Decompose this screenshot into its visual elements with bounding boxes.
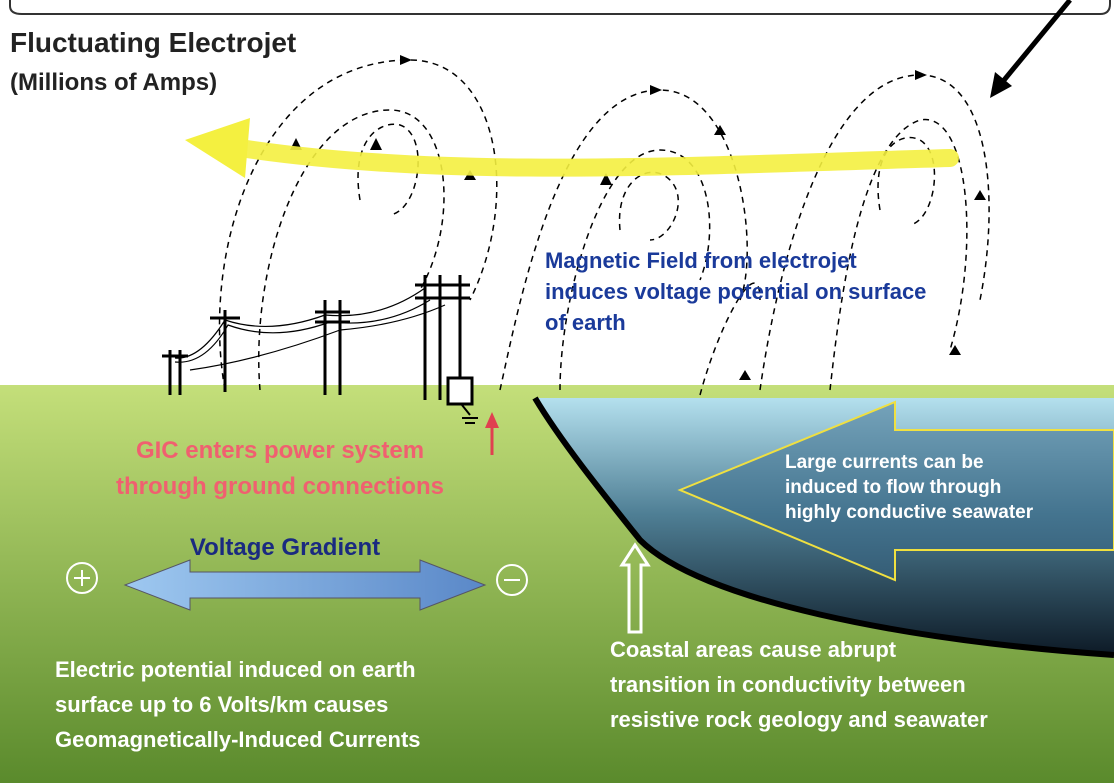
gic-label-line: GIC enters power system xyxy=(136,437,424,464)
coastal-label-line: Coastal areas cause abrupt xyxy=(610,637,897,662)
plus-sign xyxy=(66,562,98,594)
coastal-label-line: transition in conductivity between xyxy=(610,672,966,697)
sea-label-line: induced to flow through xyxy=(785,477,1001,498)
sea-label-line: Large currents can be xyxy=(785,452,984,473)
title-line: (Millions of Amps) xyxy=(10,69,217,96)
plus-sign-bar xyxy=(74,570,90,586)
field-label-line: induces voltage potential on surface xyxy=(545,279,926,304)
coastal-arrow xyxy=(619,542,651,634)
coastline xyxy=(532,396,1114,658)
transformer xyxy=(446,376,474,406)
pointer-arrow xyxy=(998,0,1072,87)
field-loops xyxy=(218,59,990,396)
power-wires xyxy=(174,287,446,371)
minus-sign xyxy=(496,564,528,596)
potential-label-line: surface up to 6 Volts/km causes xyxy=(55,692,388,717)
gic-label-line: through ground connections xyxy=(116,473,444,500)
field-arrowheads xyxy=(290,55,986,380)
gradient-label: Voltage Gradient xyxy=(190,534,380,561)
ground-symbol xyxy=(461,404,478,424)
gic-arrow-head xyxy=(485,412,499,428)
coastal-label-line: resistive rock geology and seawater xyxy=(610,707,988,732)
pointer-arrow-head xyxy=(990,72,1012,98)
field-label-line: of earth xyxy=(545,310,626,335)
electrojet-arrow xyxy=(231,139,959,177)
callout-box xyxy=(9,0,1111,15)
title-line: Fluctuating Electrojet xyxy=(10,27,296,58)
potential-label-line: Geomagnetically-Induced Currents xyxy=(55,727,421,752)
sea-arrow xyxy=(677,400,1114,582)
sea-label-line: highly conductive seawater xyxy=(785,502,1034,523)
electrojet-arrow-head xyxy=(185,118,250,178)
potential-label-line: Electric potential induced on earth xyxy=(55,657,416,682)
gradient-arrow xyxy=(123,559,487,611)
field-label-line: Magnetic Field from electrojet xyxy=(545,248,857,273)
power-poles xyxy=(162,275,470,400)
